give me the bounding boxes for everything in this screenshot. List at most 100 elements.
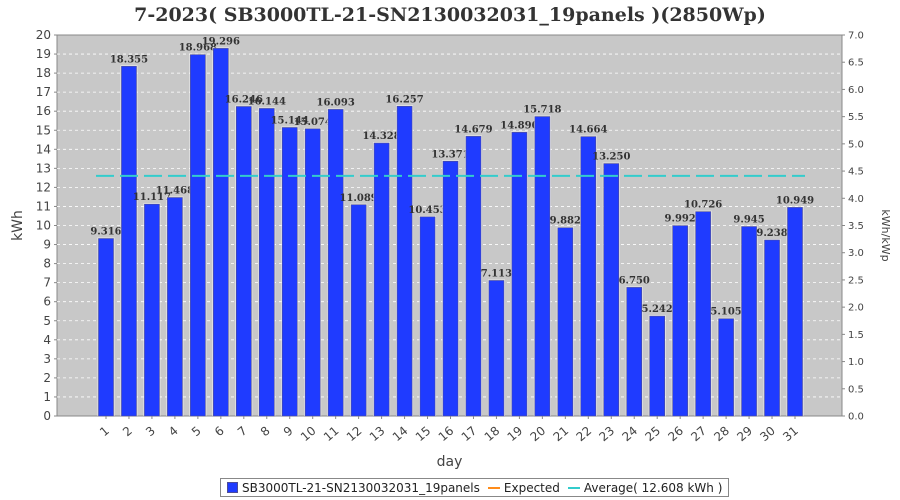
y2-tick-label: 5.0 bbox=[848, 139, 864, 150]
bar-value-label: 5.105 bbox=[710, 307, 741, 318]
bar-day-7 bbox=[236, 106, 252, 417]
x-tick-label: 7 bbox=[235, 424, 250, 440]
bar-day-20 bbox=[534, 116, 551, 417]
bar-value-label: 15.144 bbox=[271, 116, 309, 127]
bar-day-1 bbox=[98, 238, 114, 417]
legend-expected-label: Expected bbox=[503, 480, 560, 495]
bar-value-label: 13.371 bbox=[431, 149, 469, 160]
bar-value-label: 10.726 bbox=[684, 200, 722, 211]
y2-axis-label: kWh/kWp bbox=[879, 209, 892, 261]
x-tick-label: 15 bbox=[413, 424, 434, 445]
bar-value-label: 18.968 bbox=[179, 43, 217, 54]
x-tick-label: 5 bbox=[189, 424, 204, 440]
bar-value-label: 9.238 bbox=[756, 228, 787, 239]
y-tick-label: 15 bbox=[36, 123, 51, 137]
y2-tick-label: 5.5 bbox=[848, 112, 864, 123]
legend-average-swatch bbox=[567, 486, 580, 489]
x-tick-label: 12 bbox=[344, 424, 365, 445]
x-tick-label: 28 bbox=[711, 424, 732, 445]
bar-day-18 bbox=[488, 280, 505, 417]
y2-tick-label: 2.5 bbox=[848, 275, 864, 286]
x-tick-label: 25 bbox=[642, 424, 663, 445]
y-tick-label: 18 bbox=[36, 66, 51, 80]
bar-value-label: 14.328 bbox=[362, 131, 400, 142]
x-tick-label: 18 bbox=[482, 424, 503, 445]
x-tick-label: 14 bbox=[390, 424, 411, 445]
x-tick-label: 11 bbox=[321, 424, 342, 445]
x-tick-label: 2 bbox=[120, 424, 135, 440]
legend: SB3000TL-21-SN2130032031_19panels Expect… bbox=[220, 478, 730, 497]
bar-value-label: 11.089 bbox=[339, 193, 377, 204]
bar-day-13 bbox=[373, 142, 390, 417]
legend-series-swatch bbox=[227, 482, 238, 493]
bar-value-label: 9.316 bbox=[90, 227, 121, 238]
bar-value-label: 16.246 bbox=[225, 95, 263, 106]
y2-tick-label: 3.5 bbox=[848, 221, 864, 232]
y-tick-label: 20 bbox=[36, 28, 51, 42]
y2-tick-label: 0.0 bbox=[848, 412, 864, 423]
x-tick-label: 1 bbox=[97, 424, 112, 440]
bar-value-label: 11.468 bbox=[156, 186, 194, 197]
x-tick-label: 4 bbox=[166, 424, 181, 440]
bar-value-label: 10.949 bbox=[776, 195, 814, 206]
legend-series-label: SB3000TL-21-SN2130032031_19panels bbox=[242, 480, 480, 495]
y2-tick-label: 7.0 bbox=[848, 31, 864, 42]
bar-day-9 bbox=[281, 127, 298, 417]
bar-day-12 bbox=[350, 204, 367, 417]
y2-tick-label: 2.0 bbox=[848, 303, 864, 314]
bar-day-16 bbox=[442, 160, 459, 417]
bar-value-label: 14.890 bbox=[500, 120, 538, 131]
x-tick-label: 6 bbox=[212, 424, 227, 440]
legend-average-label: Average( 12.608 kWh ) bbox=[583, 480, 723, 495]
y-tick-label: 7 bbox=[43, 276, 51, 290]
x-tick-label: 24 bbox=[619, 424, 640, 445]
bar-value-label: 10.453 bbox=[408, 205, 446, 216]
bar-value-label: 14.664 bbox=[569, 125, 607, 136]
bar-day-31 bbox=[787, 207, 803, 417]
y-tick-label: 1 bbox=[43, 390, 51, 404]
bar-value-label: 16.257 bbox=[385, 94, 423, 105]
bar-day-14 bbox=[396, 106, 413, 417]
bar-day-8 bbox=[258, 108, 275, 417]
bar-value-label: 6.750 bbox=[619, 275, 650, 286]
y2-tick-label: 6.0 bbox=[848, 85, 864, 96]
y-tick-label: 9 bbox=[43, 238, 51, 252]
bar-value-label: 11.117 bbox=[133, 192, 171, 203]
bar-day-26 bbox=[672, 225, 688, 417]
x-tick-label: 29 bbox=[734, 424, 755, 445]
y-tick-label: 12 bbox=[36, 180, 51, 194]
bar-value-label: 9.945 bbox=[733, 215, 764, 226]
y-tick-label: 5 bbox=[43, 314, 51, 328]
x-tick-label: 17 bbox=[459, 424, 480, 445]
x-tick-label: 13 bbox=[367, 424, 388, 445]
bar-day-22 bbox=[580, 136, 597, 417]
bar-day-23 bbox=[603, 163, 620, 417]
x-tick-label: 10 bbox=[298, 424, 319, 445]
y2-tick-label: 1.0 bbox=[848, 357, 864, 368]
bar-value-label: 9.882 bbox=[550, 216, 581, 227]
bar-value-label: 16.144 bbox=[248, 96, 286, 107]
y-tick-label: 16 bbox=[36, 104, 51, 118]
bar-day-21 bbox=[557, 227, 574, 417]
bar-day-29 bbox=[741, 226, 757, 417]
y-tick-label: 2 bbox=[43, 371, 51, 385]
y-tick-label: 13 bbox=[36, 161, 51, 175]
y-tick-label: 6 bbox=[43, 295, 51, 309]
y-tick-label: 4 bbox=[43, 333, 51, 347]
y-tick-label: 8 bbox=[43, 257, 51, 271]
y-tick-label: 3 bbox=[43, 352, 51, 366]
bar-day-4 bbox=[167, 197, 183, 417]
plot-area: 012345678910111213141516171819200.00.51.… bbox=[36, 28, 864, 444]
y2-tick-label: 1.5 bbox=[848, 330, 864, 341]
y-tick-label: 0 bbox=[43, 409, 51, 423]
bar-day-25 bbox=[649, 315, 666, 417]
bar-day-3 bbox=[144, 203, 160, 417]
y2-tick-label: 4.0 bbox=[848, 194, 864, 205]
bar-value-label: 7.113 bbox=[481, 268, 512, 279]
bar-day-10 bbox=[304, 128, 321, 417]
bar-day-24 bbox=[626, 287, 643, 417]
bar-value-label: 14.679 bbox=[454, 124, 492, 135]
bar-value-label: 13.250 bbox=[592, 152, 630, 163]
y-axis-label: kWh bbox=[10, 210, 26, 241]
